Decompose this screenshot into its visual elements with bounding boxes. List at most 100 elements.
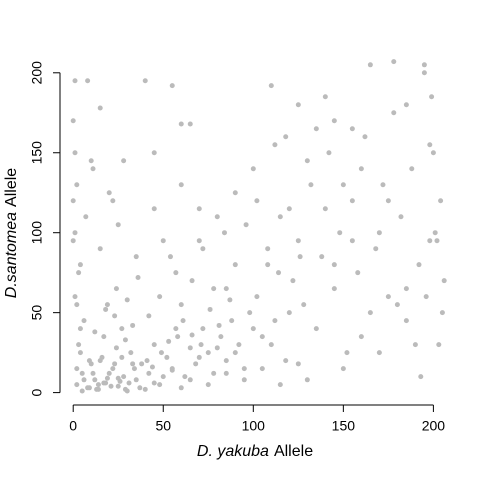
point: [77, 350, 83, 356]
point: [133, 377, 139, 383]
point: [211, 286, 217, 292]
point: [86, 358, 92, 364]
point: [403, 286, 409, 292]
y-tick-label: 0: [29, 389, 45, 397]
point: [297, 254, 303, 260]
point: [81, 377, 87, 383]
point: [295, 102, 301, 108]
point: [76, 270, 82, 276]
point: [122, 337, 128, 343]
point: [113, 286, 119, 292]
point: [178, 121, 184, 127]
point: [283, 134, 289, 140]
point: [157, 382, 163, 388]
point: [265, 262, 271, 268]
point: [313, 126, 319, 132]
point: [380, 182, 386, 188]
point: [178, 385, 184, 391]
point: [151, 206, 157, 212]
point: [85, 78, 91, 84]
point: [254, 294, 260, 300]
point: [418, 374, 424, 380]
point: [187, 377, 193, 383]
point: [97, 246, 103, 252]
point: [331, 118, 337, 124]
x-tick-label: 200: [422, 418, 446, 434]
point: [313, 326, 319, 332]
y-label-word: Allele: [3, 168, 20, 207]
point: [385, 198, 391, 204]
point: [304, 377, 310, 383]
point: [106, 370, 112, 376]
point: [173, 326, 179, 332]
point: [113, 345, 119, 351]
point: [173, 270, 179, 276]
point: [178, 302, 184, 308]
point: [160, 238, 166, 244]
point: [133, 254, 139, 260]
point: [276, 270, 282, 276]
point: [77, 262, 83, 268]
point: [196, 354, 202, 360]
point: [79, 370, 85, 376]
point: [438, 198, 444, 204]
point: [94, 386, 100, 392]
point: [187, 345, 193, 351]
point: [236, 342, 242, 348]
point: [268, 342, 274, 348]
point: [436, 342, 442, 348]
point: [376, 350, 382, 356]
point: [196, 238, 202, 244]
point: [423, 294, 429, 300]
point: [108, 383, 114, 389]
point: [182, 374, 188, 380]
point: [101, 334, 107, 340]
point: [232, 262, 238, 268]
point: [272, 142, 278, 148]
point: [115, 383, 121, 389]
point: [90, 166, 96, 172]
point: [205, 350, 211, 356]
point: [121, 374, 127, 380]
point: [106, 190, 112, 196]
point: [151, 150, 157, 156]
point: [322, 94, 328, 100]
point: [144, 358, 150, 364]
point: [340, 366, 346, 372]
point: [391, 110, 397, 116]
point: [367, 62, 373, 68]
point: [232, 190, 238, 196]
point: [115, 375, 121, 381]
point: [122, 386, 128, 392]
point: [250, 326, 256, 332]
point: [432, 230, 438, 236]
point: [151, 342, 157, 348]
point: [254, 198, 260, 204]
point: [434, 238, 440, 244]
point: [427, 238, 433, 244]
point: [110, 198, 116, 204]
point: [146, 370, 152, 376]
point: [349, 126, 355, 132]
point: [295, 238, 301, 244]
point: [86, 385, 92, 391]
point: [430, 150, 436, 156]
point: [160, 374, 166, 380]
point: [243, 222, 249, 228]
point: [178, 182, 184, 188]
point: [112, 361, 118, 367]
y-tick-label: 50: [29, 305, 45, 321]
point: [142, 386, 148, 392]
point: [362, 134, 368, 140]
point: [295, 361, 301, 367]
point: [391, 59, 397, 65]
point: [205, 382, 211, 388]
point: [250, 166, 256, 172]
point: [421, 70, 427, 76]
point: [358, 166, 364, 172]
point: [175, 334, 181, 340]
point: [326, 150, 332, 156]
point: [218, 334, 224, 340]
point: [398, 214, 404, 220]
